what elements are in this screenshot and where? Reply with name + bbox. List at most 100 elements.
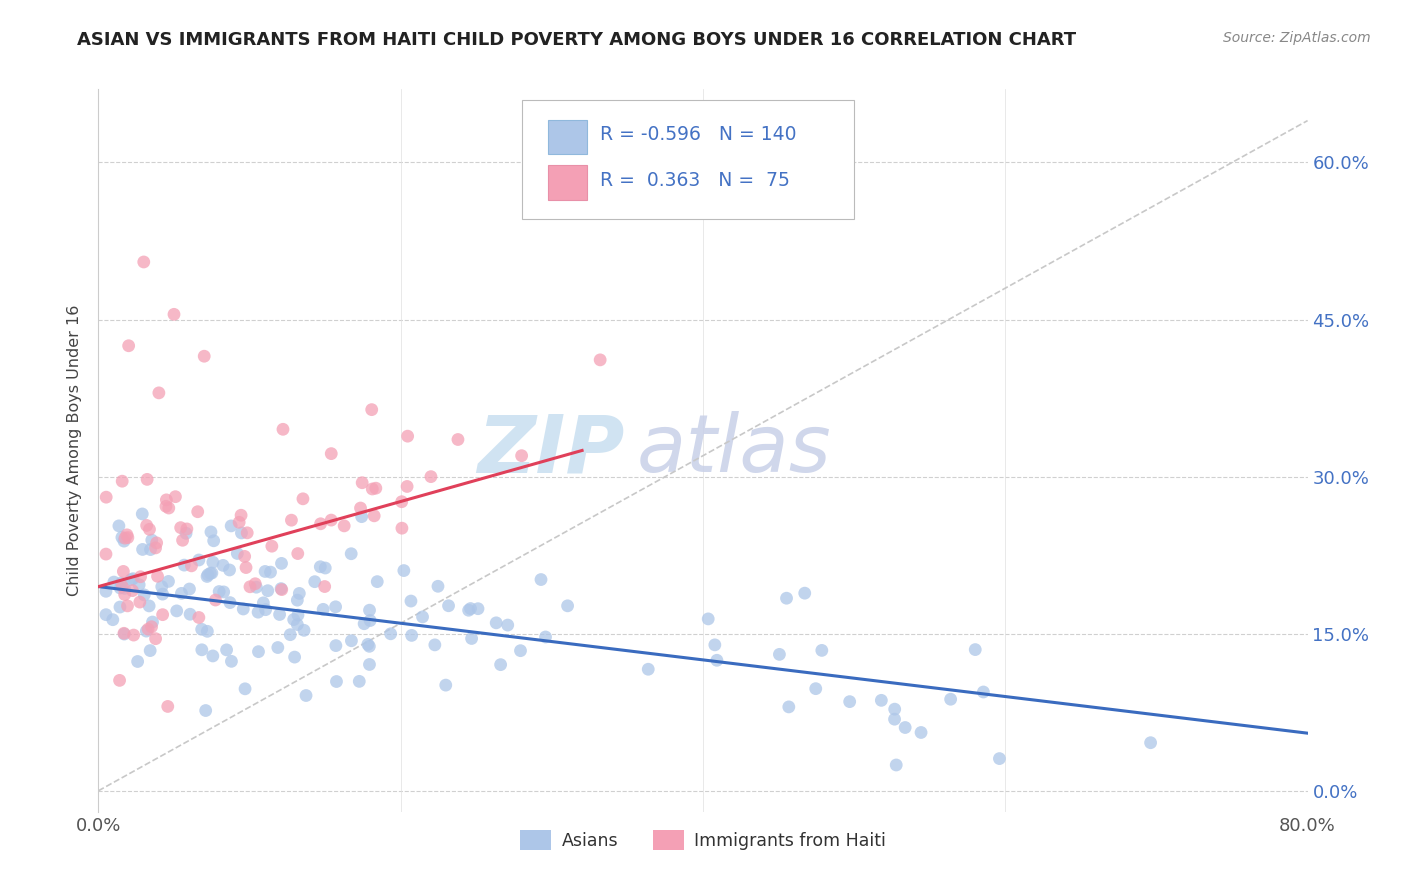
Point — [359, 603, 381, 617]
Point — [174, 526, 197, 541]
Point — [108, 600, 131, 615]
Point — [139, 643, 162, 657]
Point — [200, 524, 222, 539]
Point — [215, 643, 238, 657]
FancyBboxPatch shape — [548, 165, 586, 200]
Point — [778, 699, 800, 714]
Point — [94, 547, 117, 561]
Point — [111, 530, 134, 544]
Text: R =  0.363   N =  75: R = 0.363 N = 75 — [600, 171, 790, 191]
Point — [127, 655, 149, 669]
Point — [285, 593, 308, 607]
Point — [530, 573, 553, 587]
Point — [392, 564, 415, 578]
Point — [148, 385, 170, 400]
FancyBboxPatch shape — [522, 100, 855, 219]
Point — [361, 482, 384, 496]
Point — [201, 648, 224, 663]
Point — [155, 492, 177, 507]
Point — [457, 603, 479, 617]
Point — [534, 630, 557, 644]
Point — [287, 547, 309, 561]
Point — [236, 525, 259, 540]
Point — [112, 565, 135, 579]
Point — [489, 657, 512, 672]
Y-axis label: Child Poverty Among Boys Under 16: Child Poverty Among Boys Under 16 — [67, 305, 83, 596]
Point — [163, 307, 186, 321]
Point — [270, 582, 292, 597]
Point — [325, 599, 347, 614]
Point — [235, 560, 257, 574]
Point — [128, 595, 150, 609]
Point — [350, 509, 373, 524]
Point — [467, 601, 489, 615]
Point — [166, 604, 188, 618]
Point — [359, 614, 381, 628]
Point — [208, 584, 231, 599]
Point — [304, 574, 326, 589]
Point — [391, 521, 413, 535]
Point — [775, 591, 797, 606]
Point — [141, 620, 163, 634]
Point — [129, 570, 152, 584]
Point — [114, 588, 136, 602]
Point — [152, 607, 174, 622]
Point — [314, 561, 336, 575]
Point — [509, 643, 531, 657]
Point — [131, 542, 153, 557]
Point — [401, 628, 423, 642]
Point — [108, 673, 131, 688]
Point — [155, 500, 177, 514]
Point — [122, 628, 145, 642]
Point — [173, 558, 195, 573]
Point — [321, 447, 343, 461]
Point — [157, 501, 180, 516]
Point — [352, 475, 374, 490]
Point — [197, 567, 219, 582]
Point — [510, 449, 533, 463]
Point — [180, 558, 202, 573]
Point — [309, 516, 332, 531]
Point — [221, 654, 243, 668]
Point — [226, 546, 249, 560]
Point — [212, 558, 235, 573]
Point — [340, 633, 363, 648]
Point — [157, 574, 180, 589]
Point — [187, 553, 209, 567]
Point — [283, 613, 305, 627]
Point — [267, 640, 290, 655]
Point — [295, 689, 318, 703]
Point — [910, 725, 932, 739]
Point — [170, 521, 193, 535]
Point — [280, 513, 302, 527]
Point — [333, 519, 356, 533]
Point — [132, 255, 155, 269]
Point — [260, 539, 283, 553]
Point — [200, 566, 222, 581]
Point — [179, 582, 201, 596]
Point — [883, 712, 905, 726]
Text: R = -0.596   N = 140: R = -0.596 N = 140 — [600, 125, 797, 145]
Point — [460, 632, 482, 646]
Point — [228, 516, 250, 530]
Point — [108, 519, 131, 533]
Point — [176, 522, 198, 536]
Point — [201, 566, 224, 580]
Point — [145, 536, 167, 550]
Point — [165, 490, 187, 504]
Point — [247, 645, 270, 659]
Point — [288, 586, 311, 600]
Point — [138, 522, 160, 536]
Point — [110, 576, 132, 591]
Point — [703, 638, 725, 652]
FancyBboxPatch shape — [548, 120, 586, 154]
Point — [212, 585, 235, 599]
Point — [423, 638, 446, 652]
Point — [396, 479, 419, 493]
Point — [894, 721, 917, 735]
Point — [193, 349, 215, 363]
Point — [139, 542, 162, 557]
Point — [172, 533, 194, 548]
Point — [150, 580, 173, 594]
Point — [988, 751, 1011, 765]
